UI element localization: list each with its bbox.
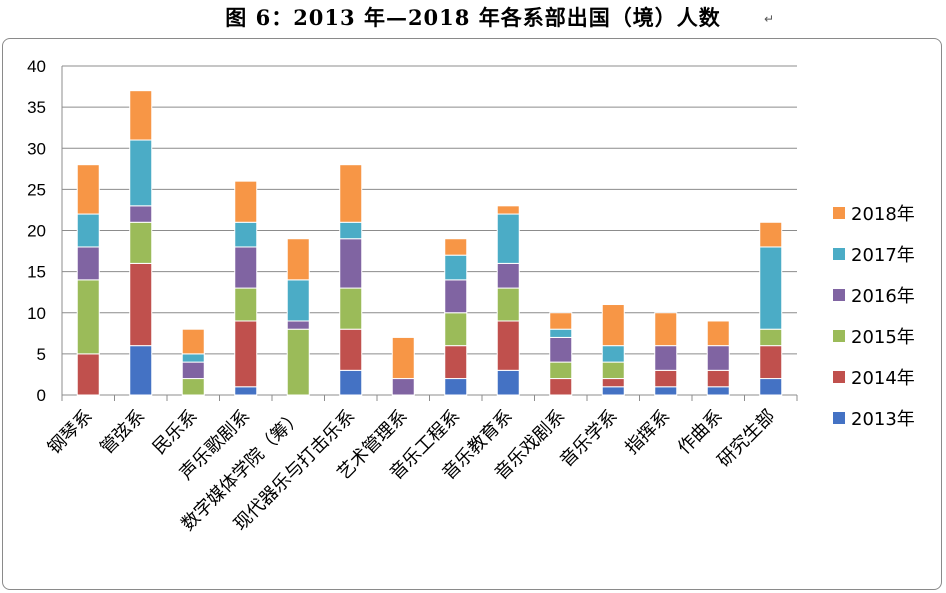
y-tick-label: 20 (27, 222, 46, 241)
bar-segment (549, 312, 573, 330)
bar-segment (181, 353, 205, 363)
x-category-label: 指挥系 (621, 406, 674, 459)
bar-segment (339, 221, 363, 240)
legend-swatch (833, 330, 845, 342)
y-tick-label: 30 (27, 139, 46, 158)
bar-segment (496, 287, 520, 322)
bar-segment (76, 246, 100, 281)
paragraph-mark-icon: ↵ (764, 12, 775, 26)
bar-segment (706, 369, 730, 388)
bar-segment (444, 378, 468, 396)
legend-swatch (833, 248, 845, 260)
y-tick-label: 10 (27, 304, 46, 323)
bar-segment (654, 345, 678, 371)
bar-segment (444, 312, 468, 347)
bar-segment (129, 139, 153, 207)
bar-segment (706, 320, 730, 347)
bar-segment (496, 369, 520, 396)
chart-frame (2, 38, 942, 590)
bar-segment (391, 378, 415, 396)
y-tick-label: 0 (37, 386, 46, 405)
bar-segment (496, 205, 520, 215)
bar-segment (601, 378, 625, 388)
legend-swatch (833, 289, 845, 301)
bar-segment (706, 345, 730, 371)
y-tick-label: 15 (27, 263, 46, 282)
bar-segment (759, 378, 783, 396)
bar-segment (234, 221, 258, 248)
bar-segment (286, 320, 310, 330)
bar-segment (601, 304, 625, 347)
bar-segment (129, 345, 153, 396)
bar-segment (129, 205, 153, 223)
bar-segment (76, 164, 100, 215)
bar-segment (601, 361, 625, 380)
bar-segment (496, 320, 520, 371)
bar-segment (181, 328, 205, 355)
bar-segment (234, 287, 258, 322)
bar-segment (339, 328, 363, 371)
bar-segment (129, 90, 153, 141)
legend-label: 2013年 (851, 409, 915, 430)
bar-segment (549, 378, 573, 396)
legend-swatch (833, 412, 845, 424)
bar-segment (129, 221, 153, 264)
legend-swatch (833, 207, 845, 219)
bar-segment (339, 238, 363, 289)
bar-segment (286, 328, 310, 396)
chart-title: 图 6：2013 年—2018 年各系部出国（境）人数 (0, 2, 946, 32)
bar-segment (759, 246, 783, 330)
bar-segment (706, 386, 730, 396)
bar-segment (759, 221, 783, 248)
bar-segment (181, 361, 205, 380)
bar-segment (601, 386, 625, 396)
bar-segment (496, 262, 520, 289)
bar-segment (234, 386, 258, 396)
legend-label: 2017年 (851, 245, 915, 266)
bar-segment (444, 279, 468, 314)
bar-segment (234, 180, 258, 223)
y-tick-label: 35 (27, 98, 46, 117)
bar-segment (339, 164, 363, 223)
chart-title-text: 图 6：2013 年—2018 年各系部出国（境）人数 (225, 5, 721, 30)
legend-label: 2018年 (851, 204, 915, 225)
y-tick-label: 5 (37, 345, 46, 364)
legend-label: 2016年 (851, 286, 915, 307)
bar-segment (339, 287, 363, 330)
bar-segment (549, 361, 573, 380)
bar-segment (654, 312, 678, 347)
bar-segment (549, 328, 573, 338)
y-tick-label: 25 (27, 180, 46, 199)
x-category-label: 钢琴系 (44, 406, 97, 459)
bar-segment (654, 369, 678, 388)
bar-segment (234, 246, 258, 289)
bar-segment (76, 279, 100, 355)
bar-segment (76, 213, 100, 248)
bar-segment (339, 369, 363, 396)
x-category-label: 音乐学系 (556, 406, 622, 472)
bar-segment (654, 386, 678, 396)
bar-segment (444, 254, 468, 281)
bar-segment (286, 279, 310, 322)
x-category-label: 管弦系 (96, 406, 149, 459)
bar-segment (601, 345, 625, 363)
bar-segment (391, 336, 415, 380)
bar-segment (444, 345, 468, 380)
bar-segment (181, 378, 205, 396)
bar-segment (76, 353, 100, 396)
bar-segment (759, 345, 783, 380)
x-category-label: 研究生部 (714, 406, 780, 472)
legend-label: 2015年 (851, 327, 915, 348)
legend-label: 2014年 (851, 368, 915, 389)
bar-segment (759, 328, 783, 347)
bar-segment (129, 262, 153, 347)
bar-segment (234, 320, 258, 388)
legend-swatch (833, 371, 845, 383)
y-tick-label: 40 (27, 57, 46, 76)
bar-segment (444, 238, 468, 256)
bar-segment (286, 238, 310, 281)
bar-segment (496, 213, 520, 264)
bar-segment (549, 336, 573, 363)
